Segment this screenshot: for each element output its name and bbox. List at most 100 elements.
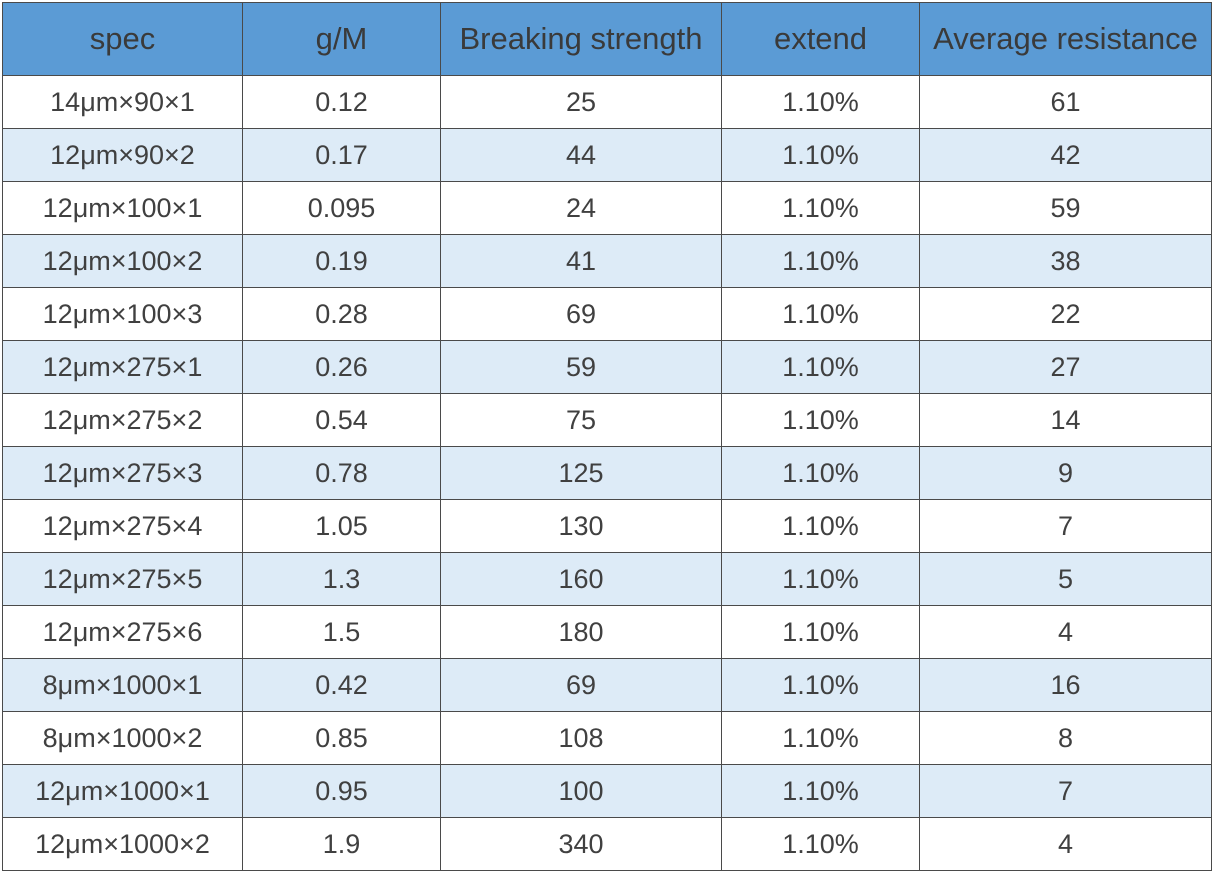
cell-spec: 12μm×275×2 — [2, 393, 243, 447]
cell-extend: 1.10% — [721, 340, 920, 394]
cell-g-per-m: 0.28 — [242, 287, 441, 341]
cell-breaking-strength: 25 — [440, 75, 722, 129]
table-row: 12μm×275×6 1.5 180 1.10% 4 — [2, 605, 1212, 659]
cell-g-per-m: 1.9 — [242, 817, 441, 871]
table-row: 12μm×275×1 0.26 59 1.10% 27 — [2, 340, 1212, 394]
table-row: 12μm×90×2 0.17 44 1.10% 42 — [2, 128, 1212, 182]
cell-average-resistance: 61 — [919, 75, 1212, 129]
table-header: spec g/M Breaking strength extend Averag… — [2, 2, 1212, 76]
header-breaking-strength: Breaking strength — [440, 2, 722, 76]
cell-breaking-strength: 44 — [440, 128, 722, 182]
cell-average-resistance: 7 — [919, 499, 1212, 553]
cell-extend: 1.10% — [721, 711, 920, 765]
cell-g-per-m: 0.85 — [242, 711, 441, 765]
cell-extend: 1.10% — [721, 552, 920, 606]
cell-breaking-strength: 160 — [440, 552, 722, 606]
cell-average-resistance: 59 — [919, 181, 1212, 235]
header-extend: extend — [721, 2, 920, 76]
table-row: 12μm×275×3 0.78 125 1.10% 9 — [2, 446, 1212, 500]
cell-average-resistance: 4 — [919, 605, 1212, 659]
cell-extend: 1.10% — [721, 287, 920, 341]
header-average-resistance: Average resistance — [919, 2, 1212, 76]
cell-g-per-m: 0.17 — [242, 128, 441, 182]
cell-average-resistance: 5 — [919, 552, 1212, 606]
cell-breaking-strength: 41 — [440, 234, 722, 288]
cell-average-resistance: 8 — [919, 711, 1212, 765]
cell-average-resistance: 7 — [919, 764, 1212, 818]
cell-extend: 1.10% — [721, 605, 920, 659]
cell-g-per-m: 0.26 — [242, 340, 441, 394]
cell-breaking-strength: 130 — [440, 499, 722, 553]
cell-spec: 8μm×1000×2 — [2, 711, 243, 765]
cell-spec: 12μm×275×3 — [2, 446, 243, 500]
cell-spec: 12μm×275×5 — [2, 552, 243, 606]
cell-average-resistance: 4 — [919, 817, 1212, 871]
cell-g-per-m: 0.42 — [242, 658, 441, 712]
cell-breaking-strength: 125 — [440, 446, 722, 500]
table-row: 12μm×100×3 0.28 69 1.10% 22 — [2, 287, 1212, 341]
cell-average-resistance: 16 — [919, 658, 1212, 712]
cell-extend: 1.10% — [721, 181, 920, 235]
cell-average-resistance: 22 — [919, 287, 1212, 341]
cell-spec: 12μm×275×4 — [2, 499, 243, 553]
table-row: 12μm×100×1 0.095 24 1.10% 59 — [2, 181, 1212, 235]
table-row: 12μm×275×5 1.3 160 1.10% 5 — [2, 552, 1212, 606]
cell-g-per-m: 0.12 — [242, 75, 441, 129]
cell-spec: 12μm×100×3 — [2, 287, 243, 341]
table-row: 12μm×275×2 0.54 75 1.10% 14 — [2, 393, 1212, 447]
cell-extend: 1.10% — [721, 75, 920, 129]
table-body: 14μm×90×1 0.12 25 1.10% 61 12μm×90×2 0.17 44 1.1… — [2, 75, 1212, 871]
cell-g-per-m: 0.95 — [242, 764, 441, 818]
cell-spec: 8μm×1000×1 — [2, 658, 243, 712]
cell-breaking-strength: 24 — [440, 181, 722, 235]
cell-g-per-m: 0.54 — [242, 393, 441, 447]
cell-extend: 1.10% — [721, 446, 920, 500]
cell-spec: 12μm×100×1 — [2, 181, 243, 235]
cell-breaking-strength: 340 — [440, 817, 722, 871]
cell-g-per-m: 0.095 — [242, 181, 441, 235]
cell-breaking-strength: 69 — [440, 658, 722, 712]
cell-extend: 1.10% — [721, 393, 920, 447]
cell-extend: 1.10% — [721, 764, 920, 818]
cell-spec: 12μm×100×2 — [2, 234, 243, 288]
cell-breaking-strength: 108 — [440, 711, 722, 765]
cell-breaking-strength: 75 — [440, 393, 722, 447]
cell-average-resistance: 27 — [919, 340, 1212, 394]
cell-average-resistance: 9 — [919, 446, 1212, 500]
cell-g-per-m: 0.78 — [242, 446, 441, 500]
cell-spec: 12μm×1000×2 — [2, 817, 243, 871]
cell-breaking-strength: 100 — [440, 764, 722, 818]
header-row: spec g/M Breaking strength extend Averag… — [2, 2, 1212, 76]
cell-spec: 12μm×1000×1 — [2, 764, 243, 818]
table-row: 12μm×1000×2 1.9 340 1.10% 4 — [2, 817, 1212, 871]
table-row: 8μm×1000×1 0.42 69 1.10% 16 — [2, 658, 1212, 712]
cell-extend: 1.10% — [721, 128, 920, 182]
header-spec: spec — [2, 2, 243, 76]
cell-average-resistance: 14 — [919, 393, 1212, 447]
cell-breaking-strength: 59 — [440, 340, 722, 394]
cell-average-resistance: 42 — [919, 128, 1212, 182]
cell-extend: 1.10% — [721, 658, 920, 712]
cell-extend: 1.10% — [721, 499, 920, 553]
cell-extend: 1.10% — [721, 234, 920, 288]
cell-g-per-m: 1.3 — [242, 552, 441, 606]
cell-spec: 12μm×275×1 — [2, 340, 243, 394]
cell-spec: 14μm×90×1 — [2, 75, 243, 129]
cell-average-resistance: 38 — [919, 234, 1212, 288]
table-row: 14μm×90×1 0.12 25 1.10% 61 — [2, 75, 1212, 129]
cell-breaking-strength: 180 — [440, 605, 722, 659]
table-row: 12μm×275×4 1.05 130 1.10% 7 — [2, 499, 1212, 553]
table-row: 8μm×1000×2 0.85 108 1.10% 8 — [2, 711, 1212, 765]
table-row: 12μm×1000×1 0.95 100 1.10% 7 — [2, 764, 1212, 818]
cell-spec: 12μm×275×6 — [2, 605, 243, 659]
header-g-per-m: g/M — [242, 2, 441, 76]
cell-spec: 12μm×90×2 — [2, 128, 243, 182]
cell-g-per-m: 1.05 — [242, 499, 441, 553]
cell-g-per-m: 1.5 — [242, 605, 441, 659]
cell-extend: 1.10% — [721, 817, 920, 871]
cell-g-per-m: 0.19 — [242, 234, 441, 288]
table-row: 12μm×100×2 0.19 41 1.10% 38 — [2, 234, 1212, 288]
cell-breaking-strength: 69 — [440, 287, 722, 341]
